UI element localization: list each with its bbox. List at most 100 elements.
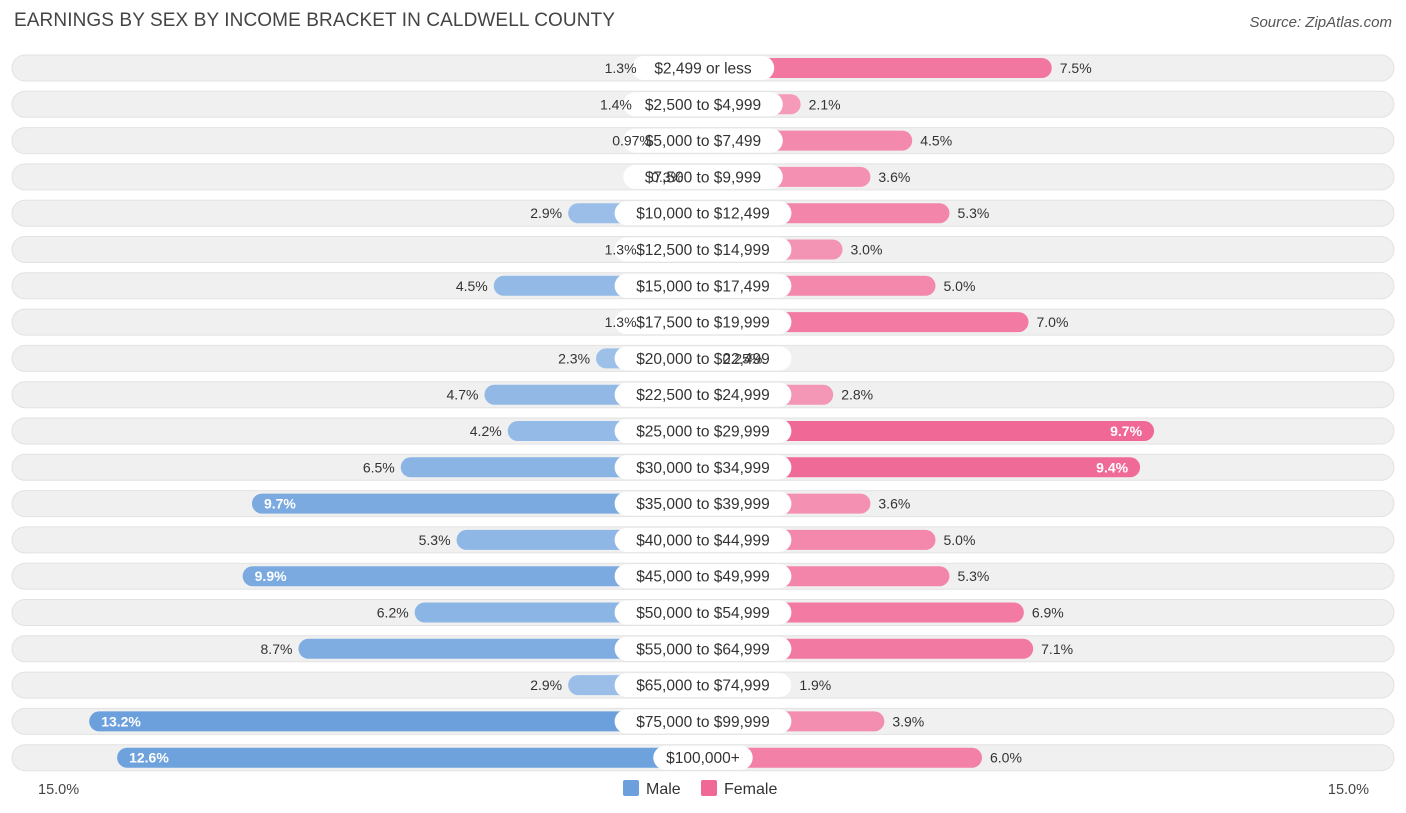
male-value-label: 4.2% <box>470 423 502 439</box>
bar-row: $20,000 to $22,499 2.3% 0.25% <box>11 344 1395 372</box>
male-value-label: 4.5% <box>456 278 488 294</box>
row-background <box>11 127 1395 155</box>
male-value-label: 12.6% <box>129 750 169 766</box>
row-background <box>11 381 1395 409</box>
male-value-label: 0.3% <box>651 169 683 185</box>
category-label-bg <box>614 709 792 734</box>
male-value-label: 0.97% <box>612 133 652 149</box>
male-bar <box>493 275 703 296</box>
male-value-label: 8.7% <box>261 641 293 657</box>
legend-swatch-female <box>701 780 717 796</box>
bar-row: $2,499 or less 1.3% 7.5% <box>11 54 1395 82</box>
category-label-bg <box>614 419 792 443</box>
female-value-label: 5.0% <box>944 278 976 294</box>
bar-row: $10,000 to $12,499 2.9% 5.3% <box>11 199 1395 227</box>
category-label-bg <box>614 491 792 516</box>
category-label-bg <box>614 564 792 589</box>
male-value-label: 9.9% <box>255 568 287 584</box>
row-background <box>11 272 1395 300</box>
male-value-label: 4.7% <box>447 387 479 403</box>
male-bar <box>568 675 703 696</box>
row-background <box>11 707 1395 735</box>
male-value-label: 1.4% <box>600 96 632 112</box>
category-label: $2,500 to $4,999 <box>645 97 761 114</box>
chart-title: EARNINGS BY SEX BY INCOME BRACKET IN CAL… <box>14 10 616 31</box>
female-bar <box>703 675 792 696</box>
female-value-label: 3.9% <box>892 713 924 729</box>
female-bar <box>703 493 871 514</box>
male-bar <box>689 166 703 187</box>
category-label-bg <box>614 273 792 298</box>
female-bar <box>703 166 871 187</box>
female-bar <box>703 94 801 115</box>
bar-row: $40,000 to $44,999 5.3% 5.0% <box>11 526 1395 554</box>
male-value-label: 2.9% <box>530 677 562 693</box>
female-value-label: 3.6% <box>878 496 910 512</box>
bar-row: $15,000 to $17,499 4.5% 5.0% <box>11 272 1395 300</box>
legend-label-female: Female <box>724 781 777 798</box>
male-bar <box>89 711 703 732</box>
female-bar <box>703 747 982 768</box>
category-label-bg <box>623 92 783 117</box>
bar-row: $100,000+ 12.6% 6.0% <box>11 744 1395 772</box>
category-label-bg <box>623 128 783 153</box>
male-bar <box>642 312 703 333</box>
category-label: $100,000+ <box>666 750 740 767</box>
female-bar <box>703 457 1141 478</box>
category-label: $10,000 to $12,499 <box>636 206 770 223</box>
female-value-label: 2.1% <box>809 96 841 112</box>
category-label-bg <box>614 237 792 262</box>
female-bar <box>703 348 715 369</box>
bar-row: $65,000 to $74,999 2.9% 1.9% <box>11 671 1395 699</box>
female-value-label: 3.6% <box>878 169 910 185</box>
male-bar <box>596 348 703 369</box>
male-value-label: 6.5% <box>363 459 395 475</box>
legend: Male Female <box>623 780 777 798</box>
female-bar <box>703 529 936 550</box>
female-bar <box>703 239 843 260</box>
male-value-label: 1.3% <box>605 242 637 258</box>
category-label-bg <box>614 455 792 480</box>
male-bar <box>642 58 703 78</box>
category-label: $15,000 to $17,499 <box>636 278 770 295</box>
category-label-bg <box>614 201 792 226</box>
row-background <box>11 54 1395 82</box>
category-label-bg <box>614 346 792 371</box>
female-value-label: 6.9% <box>1032 605 1064 621</box>
female-value-label: 4.5% <box>920 133 952 149</box>
category-label: $40,000 to $44,999 <box>636 532 770 549</box>
category-label: $75,000 to $99,999 <box>636 714 770 731</box>
female-bar <box>703 130 913 151</box>
category-label-bg <box>614 527 792 552</box>
category-label-bg <box>614 600 792 625</box>
male-value-label: 2.9% <box>530 205 562 221</box>
axis-max-label: 15.0% <box>1328 782 1369 798</box>
male-bar <box>657 130 703 151</box>
bar-row: $22,500 to $24,999 4.7% 2.8% <box>11 381 1395 409</box>
legend-swatch-male <box>623 780 639 796</box>
row-background <box>11 490 1395 518</box>
bar-row: $30,000 to $34,999 6.5% 9.4% <box>11 453 1395 481</box>
male-bar <box>568 203 703 224</box>
chart-source: Source: ZipAtlas.com <box>1249 14 1392 31</box>
category-label: $30,000 to $34,999 <box>636 460 770 477</box>
row-background <box>11 90 1395 118</box>
female-value-label: 1.9% <box>799 677 831 693</box>
female-value-label: 7.1% <box>1041 641 1073 657</box>
female-bar <box>703 384 834 405</box>
male-bar <box>507 421 703 441</box>
row-background <box>11 236 1395 263</box>
category-label: $17,500 to $19,999 <box>636 315 770 332</box>
category-label: $22,500 to $24,999 <box>636 387 770 404</box>
female-value-label: 9.4% <box>1096 459 1128 475</box>
female-bar <box>703 566 950 587</box>
category-label-bg <box>614 636 792 661</box>
row-background <box>11 308 1395 336</box>
male-bar <box>637 94 703 115</box>
category-label: $35,000 to $39,999 <box>636 496 770 513</box>
female-value-label: 3.0% <box>851 242 883 258</box>
category-label: $50,000 to $54,999 <box>636 605 770 622</box>
row-background <box>11 599 1395 626</box>
